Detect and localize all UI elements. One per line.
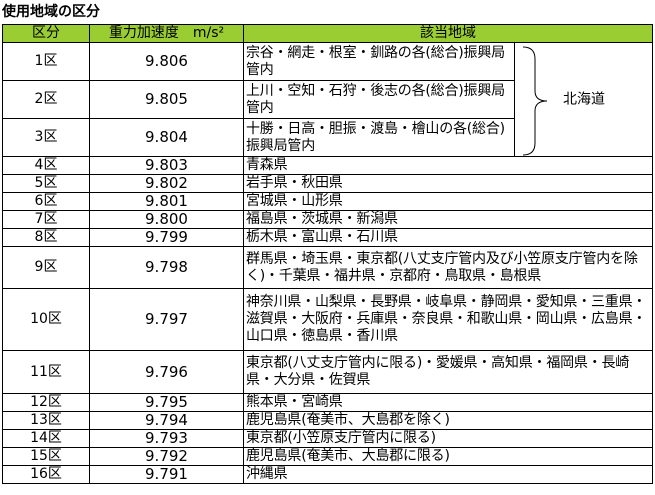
region-cell: 鹿児島県(奄美市、大島郡に限る) <box>243 447 653 466</box>
gravity-cell: 9.797 <box>89 288 244 351</box>
zone-cell: 1区 <box>2 42 90 81</box>
zone-cell: 11区 <box>2 350 90 394</box>
header-zone: 区分 <box>2 24 90 43</box>
zone-cell: 7区 <box>2 210 90 229</box>
header-gravity: 重力加速度 m/s² <box>89 24 244 43</box>
gravity-cell: 9.804 <box>89 118 244 157</box>
region-cell: 福島県・茨城県・新潟県 <box>243 210 653 229</box>
gravity-cell: 9.795 <box>89 393 244 412</box>
table-header-row: 区分 重力加速度 m/s² 該当地域 <box>2 24 653 43</box>
zone-cell: 15区 <box>2 447 90 466</box>
gravity-cell: 9.800 <box>89 210 244 229</box>
region-cell: 岩手県・秋田県 <box>243 174 653 193</box>
gravity-cell: 9.805 <box>89 80 244 119</box>
table-row: 10区 9.797 神奈川県・山梨県・長野県・岐阜県・静岡県・愛知県・三重県・滋… <box>2 288 653 351</box>
zone-cell: 5区 <box>2 174 90 193</box>
gravity-cell: 9.793 <box>89 429 244 448</box>
table-row: 16区 9.791 沖縄県 <box>2 465 653 484</box>
region-cell: 沖縄県 <box>243 465 653 484</box>
table-row: 7区 9.800 福島県・茨城県・新潟県 <box>2 210 653 229</box>
table-row: 6区 9.801 宮城県・山形県 <box>2 192 653 211</box>
region-cell: 宮城県・山形県 <box>243 192 653 211</box>
table-row: 8区 9.799 栃木県・富山県・石川県 <box>2 228 653 247</box>
gravity-cell: 9.803 <box>89 156 244 175</box>
table-row: 15区 9.792 鹿児島県(奄美市、大島郡に限る) <box>2 447 653 466</box>
gravity-zone-table: 区分 重力加速度 m/s² 該当地域 1区 9.806 宗谷・網走・根室・釧路の… <box>2 24 653 484</box>
zone-cell: 16区 <box>2 465 90 484</box>
table-row: 9区 9.798 群馬県・埼玉県・東京都(八丈支庁管内及び小笠原支庁管内を除く)… <box>2 246 653 289</box>
zone-cell: 10区 <box>2 288 90 351</box>
region-cell: 神奈川県・山梨県・長野県・岐阜県・静岡県・愛知県・三重県・滋賀県・大阪府・兵庫県… <box>243 288 653 351</box>
gravity-cell: 9.794 <box>89 411 244 430</box>
zone-cell: 9区 <box>2 246 90 289</box>
zone-cell: 8区 <box>2 228 90 247</box>
table-row: 12区 9.795 熊本県・宮崎県 <box>2 393 653 412</box>
gravity-cell: 9.798 <box>89 246 244 289</box>
region-cell: 東京都(八丈支庁管内に限る)・愛媛県・高知県・福岡県・長崎県・大分県・佐賀県 <box>243 350 653 394</box>
zone-cell: 13区 <box>2 411 90 430</box>
zone-cell: 6区 <box>2 192 90 211</box>
table-row: 3区 9.804 十勝・日高・胆振・渡島・檜山の各(総合)振興局管内 <box>2 118 653 157</box>
table-row: 11区 9.796 東京都(八丈支庁管内に限る)・愛媛県・高知県・福岡県・長崎県… <box>2 350 653 394</box>
hokkaido-group-cell: 北海道 <box>514 42 653 157</box>
table-row: 14区 9.793 東京都(小笠原支庁管内に限る) <box>2 429 653 448</box>
zone-cell: 14区 <box>2 429 90 448</box>
gravity-cell: 9.792 <box>89 447 244 466</box>
zone-cell: 12区 <box>2 393 90 412</box>
region-cell: 鹿児島県(奄美市、大島郡を除く) <box>243 411 653 430</box>
table-row: 5区 9.802 岩手県・秋田県 <box>2 174 653 193</box>
gravity-cell: 9.801 <box>89 192 244 211</box>
zone-cell: 3区 <box>2 118 90 157</box>
table-row: 4区 9.803 青森県 <box>2 156 653 175</box>
gravity-cell: 9.799 <box>89 228 244 247</box>
region-cell: 群馬県・埼玉県・東京都(八丈支庁管内及び小笠原支庁管内を除く)・千葉県・福井県・… <box>243 246 653 289</box>
region-cell: 青森県 <box>243 156 653 175</box>
page-title: 使用地域の区分 <box>2 4 100 20</box>
gravity-cell: 9.791 <box>89 465 244 484</box>
header-region: 該当地域 <box>243 24 653 43</box>
region-cell: 栃木県・富山県・石川県 <box>243 228 653 247</box>
region-cell: 宗谷・網走・根室・釧路の各(総合)振興局管内 <box>243 42 515 81</box>
brace-icon <box>522 46 548 156</box>
gravity-cell: 9.806 <box>89 42 244 81</box>
table-row: 13区 9.794 鹿児島県(奄美市、大島郡を除く) <box>2 411 653 430</box>
gravity-cell: 9.796 <box>89 350 244 394</box>
zone-cell: 2区 <box>2 80 90 119</box>
hokkaido-label: 北海道 <box>563 91 605 107</box>
region-cell: 熊本県・宮崎県 <box>243 393 653 412</box>
region-cell: 十勝・日高・胆振・渡島・檜山の各(総合)振興局管内 <box>243 118 515 157</box>
table-row: 1区 9.806 宗谷・網走・根室・釧路の各(総合)振興局管内 北海道 <box>2 42 653 157</box>
region-cell: 東京都(小笠原支庁管内に限る) <box>243 429 653 448</box>
zone-cell: 4区 <box>2 156 90 175</box>
region-cell: 上川・空知・石狩・後志の各(総合)振興局管内 <box>243 80 515 119</box>
gravity-cell: 9.802 <box>89 174 244 193</box>
